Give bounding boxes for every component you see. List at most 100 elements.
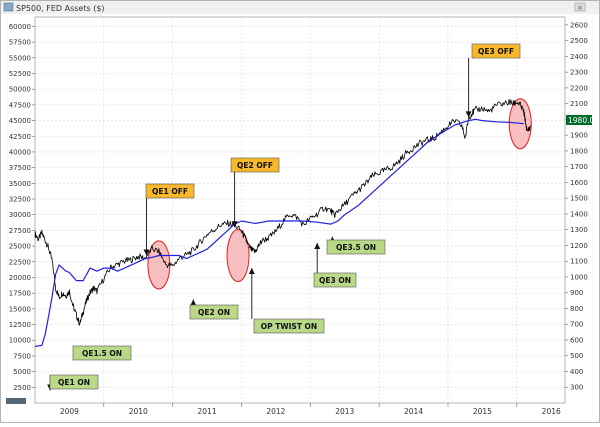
plot-area bbox=[34, 16, 566, 404]
callout-qe3-5-on: QE3.5 ON bbox=[326, 236, 386, 255]
x-tick-label: 2016 bbox=[542, 407, 561, 416]
x-tick-label: 2014 bbox=[404, 407, 423, 416]
right-tick-label: 2100 bbox=[570, 100, 588, 108]
callout-label: QE1.5 ON bbox=[82, 349, 122, 358]
title-bar bbox=[1, 1, 599, 14]
callout-label: QE2 OFF bbox=[237, 161, 273, 170]
right-tick-label: 500 bbox=[570, 352, 583, 360]
callout-qe1-on: QE1 ON bbox=[47, 374, 99, 391]
callout-arrow-head bbox=[248, 268, 255, 275]
right-tick-label: 2500 bbox=[570, 37, 588, 45]
x-tick-label: 2011 bbox=[198, 407, 217, 416]
right-tick-label: 700 bbox=[570, 321, 583, 329]
x-tick-label: 2012 bbox=[266, 407, 285, 416]
callout-qe1-off: QE1 OFF bbox=[143, 183, 195, 256]
right-tick-label: 1100 bbox=[570, 258, 588, 266]
right-tick-label: 900 bbox=[570, 289, 583, 297]
series-lines bbox=[34, 98, 531, 348]
right-tick-label: 800 bbox=[570, 305, 583, 313]
left-tick-label: 30000 bbox=[9, 211, 31, 219]
left-tick-label: 57500 bbox=[9, 39, 31, 47]
right-tick-label: 1800 bbox=[570, 147, 588, 155]
series-line-fed-assets bbox=[34, 118, 524, 348]
callout-label: QE1 OFF bbox=[152, 187, 188, 196]
left-tick-label: 45000 bbox=[9, 117, 31, 125]
callout-box bbox=[471, 43, 521, 59]
right-tick-label: 1700 bbox=[570, 163, 588, 171]
callout-arrow-head bbox=[190, 299, 197, 306]
series-line-sp500 bbox=[34, 98, 531, 326]
close-icon: × bbox=[577, 4, 583, 12]
right-tick-label: 1000 bbox=[570, 273, 588, 281]
left-tick-label: 5000 bbox=[13, 368, 31, 376]
callout-box bbox=[326, 239, 386, 255]
right-tick-label: 1500 bbox=[570, 195, 588, 203]
close-button[interactable] bbox=[574, 2, 586, 12]
last-price-tag-bg bbox=[566, 115, 592, 125]
callout-label: OP TWIST ON bbox=[261, 322, 317, 331]
left-tick-label: 15000 bbox=[9, 305, 31, 313]
right-tick-label: 1400 bbox=[570, 210, 588, 218]
left-tick-label: 27500 bbox=[9, 227, 31, 235]
callout-arrow-head bbox=[143, 249, 150, 256]
chart-title: SP500, FED Assets ($) bbox=[16, 4, 105, 13]
left-tick-label: 17500 bbox=[9, 290, 31, 298]
left-tick-label: 52500 bbox=[9, 70, 31, 78]
right-tick-label: 2400 bbox=[570, 53, 588, 61]
window-icon bbox=[3, 2, 14, 12]
right-tick-label: 1300 bbox=[570, 226, 588, 234]
left-tick-label: 40000 bbox=[9, 148, 31, 156]
callout-box bbox=[189, 304, 239, 320]
callout-box bbox=[72, 345, 132, 361]
left-tick-label: 10000 bbox=[9, 337, 31, 345]
left-tick-label: 35000 bbox=[9, 180, 31, 188]
left-tick-label: 32500 bbox=[9, 196, 31, 204]
right-tick-label: 1900 bbox=[570, 132, 588, 140]
right-tick-label: 600 bbox=[570, 336, 583, 344]
callout-box bbox=[230, 157, 280, 173]
left-tick-label: 25000 bbox=[9, 243, 31, 251]
annotations: QE1 ON QE1.5 ON QE1 OFF QE2 ON QE2 OFF OP TWI… bbox=[47, 43, 521, 391]
right-tick-label: 2200 bbox=[570, 84, 588, 92]
callout-arrow-head bbox=[314, 242, 321, 249]
scroll-handle[interactable] bbox=[6, 398, 26, 404]
left-tick-label: 37500 bbox=[9, 164, 31, 172]
callout-arrow-head bbox=[465, 111, 472, 118]
x-axis: 2009 2010 2011 2012 2013 2014 2015 2016 bbox=[60, 403, 561, 416]
last-price-tag: 1980.0 bbox=[566, 115, 594, 125]
callout-qe2-on: QE2 ON bbox=[189, 299, 239, 320]
callout-label: QE3 ON bbox=[319, 276, 351, 285]
callout-op-twist-on: OP TWIST ON bbox=[248, 268, 325, 334]
right-tick-label: 2300 bbox=[570, 69, 588, 77]
right-tick-label: 1200 bbox=[570, 242, 588, 250]
callout-box bbox=[253, 318, 325, 334]
callout-qe3-off: QE3 OFF bbox=[465, 43, 521, 118]
x-tick-label: 2013 bbox=[335, 407, 354, 416]
right-tick-label: 1600 bbox=[570, 179, 588, 187]
x-tick-label: 2015 bbox=[473, 407, 492, 416]
x-tick-label: 2009 bbox=[60, 407, 79, 416]
left-tick-label: 47500 bbox=[9, 101, 31, 109]
callout-qe1-5-on: QE1.5 ON bbox=[72, 345, 132, 361]
left-axis: 2500 5000 7500 10000 12500 15000 17500 20000 225… bbox=[9, 23, 35, 392]
left-tick-label: 50000 bbox=[9, 86, 31, 94]
callout-label: QE2 ON bbox=[198, 308, 230, 317]
callout-box bbox=[145, 183, 195, 199]
callout-arrow-head bbox=[231, 221, 238, 228]
callout-box bbox=[313, 272, 357, 288]
callout-label: QE1 ON bbox=[58, 378, 90, 387]
left-tick-label: 22500 bbox=[9, 258, 31, 266]
callout-label: QE3.5 ON bbox=[336, 243, 376, 252]
left-tick-label: 60000 bbox=[9, 23, 31, 31]
x-tick-label: 2010 bbox=[129, 407, 148, 416]
left-tick-label: 7500 bbox=[13, 352, 31, 360]
highlight-ellipse bbox=[226, 229, 250, 283]
left-tick-label: 42500 bbox=[9, 133, 31, 141]
callout-label: QE3 OFF bbox=[478, 47, 514, 56]
last-price-tag-label: 1980.0 bbox=[568, 116, 594, 125]
left-tick-label: 55000 bbox=[9, 54, 31, 62]
left-tick-label: 12500 bbox=[9, 321, 31, 329]
left-tick-label: 2500 bbox=[13, 384, 31, 392]
